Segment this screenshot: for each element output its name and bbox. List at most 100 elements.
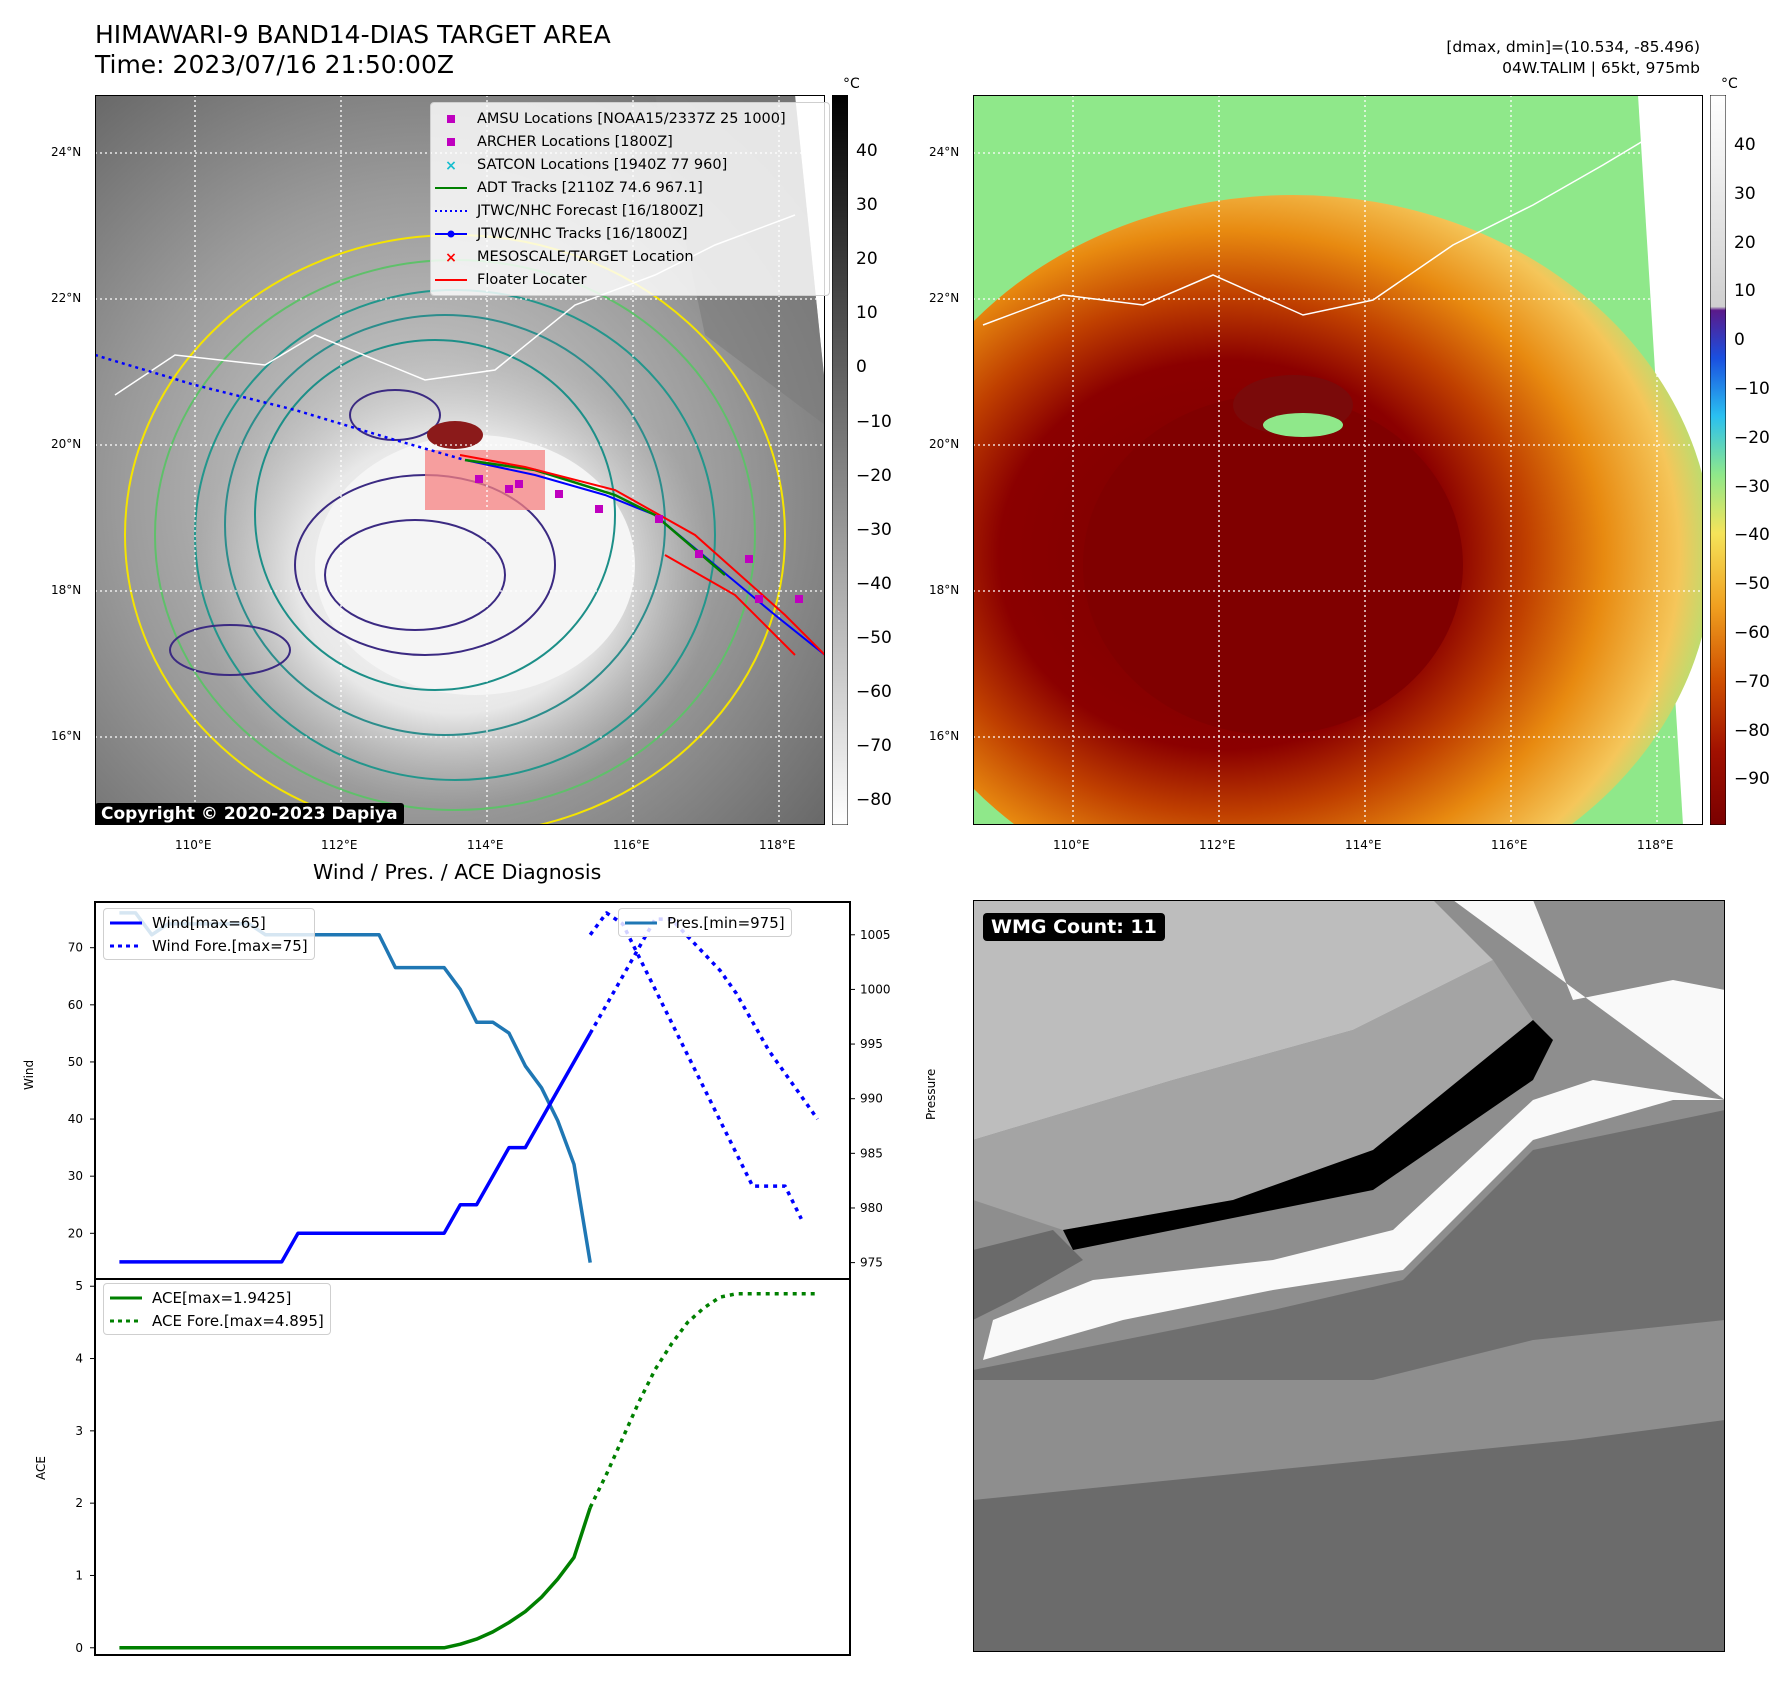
legend-symbol-icon: ×	[435, 248, 467, 266]
map-legend-label: AMSU Locations [NOAA15/2337Z 25 1000]	[477, 110, 786, 127]
pressure-tick-label: 980	[860, 1201, 883, 1215]
wind-tick-label: 30	[68, 1169, 83, 1183]
lat-tick-label: 20°N	[51, 437, 82, 451]
pressure-tick-label: 995	[860, 1037, 883, 1051]
lon-tick-label: 118°E	[1637, 838, 1674, 852]
lat-tick-label: 18°N	[929, 583, 960, 597]
enhanced-ir-map-panel	[973, 95, 1703, 825]
ace-legend: ACE[max=1.9425] ACE Fore.[max=4.895]	[103, 1283, 331, 1335]
colorbar-tick-label: 0	[856, 357, 867, 378]
wind-tick-label: 50	[68, 1055, 83, 1069]
pressure-tick-label: 1000	[860, 982, 891, 996]
colorbar-tick-label: −10	[856, 411, 892, 432]
legend-symbol-icon	[435, 202, 467, 220]
figure-time: Time: 2023/07/16 21:50:00Z	[95, 50, 454, 79]
svg-text:×: ×	[445, 250, 457, 266]
legend-symbol-icon	[435, 133, 467, 151]
pressure-series-line	[119, 911, 592, 1263]
colorbar-tick-label: 0	[1734, 330, 1745, 351]
colorbar-tick-label: −80	[1734, 720, 1770, 741]
lat-tick-label: 24°N	[51, 145, 82, 159]
map-legend-item: ADT Tracks [2110Z 74.6 967.1]	[435, 176, 825, 199]
colorbar-tick-label: −20	[1734, 427, 1770, 448]
colorbar-tick-label: 30	[1734, 183, 1756, 204]
pressure-tick-label: 990	[860, 1092, 883, 1106]
wmg-count-badge: WMG Count: 11	[983, 913, 1165, 941]
lat-tick-label: 22°N	[929, 291, 960, 305]
wmg-panel	[973, 900, 1725, 1652]
lon-tick-label: 118°E	[759, 838, 796, 852]
colorbar-tick-label: −60	[856, 682, 892, 702]
colorbar-tick-label: 10	[856, 303, 878, 324]
map-legend-item: Floater Locater	[435, 268, 825, 291]
right-colorbar	[1710, 95, 1726, 825]
map-legend: AMSU Locations [NOAA15/2337Z 25 1000] ARC…	[430, 102, 830, 296]
left-colorbar	[832, 95, 848, 825]
map-legend-label: ADT Tracks [2110Z 74.6 967.1]	[477, 179, 703, 196]
map-legend-item: AMSU Locations [NOAA15/2337Z 25 1000]	[435, 107, 825, 130]
pressure-tick-label: 985	[860, 1146, 883, 1160]
map-legend-label: JTWC/NHC Tracks [16/1800Z]	[477, 225, 688, 242]
wind-tick-label: 60	[68, 998, 83, 1012]
dmax-dmin-info: [dmax, dmin]=(10.534, -85.496)	[1446, 38, 1700, 56]
ace-frame	[94, 1278, 851, 1656]
lat-tick-label: 16°N	[51, 729, 82, 743]
colorbar-tick-label: 30	[856, 195, 878, 216]
colorbar-tick-label: −30	[1734, 476, 1770, 497]
pressure-tick-label: 975	[860, 1256, 883, 1270]
wind-forecast-series-line	[588, 917, 819, 1121]
map-legend-item: × MESOSCALE/TARGET Location	[435, 245, 825, 268]
ace-series-line	[119, 1506, 592, 1650]
colorbar-tick-label: −60	[1734, 623, 1770, 643]
figure-title: HIMAWARI-9 BAND14-DIAS TARGET AREA	[95, 20, 611, 49]
wind-tick-label: 20	[68, 1226, 83, 1240]
colorbar-tick-label: 40	[1734, 135, 1756, 155]
map-legend-label: ARCHER Locations [1800Z]	[477, 133, 673, 150]
diagnosis-title: Wind / Pres. / ACE Diagnosis	[313, 860, 602, 884]
lon-tick-label: 114°E	[467, 838, 504, 852]
colorbar-tick-label: −70	[856, 736, 892, 757]
legend-symbol-icon	[435, 271, 467, 289]
lon-tick-label: 110°E	[1053, 838, 1090, 852]
lon-tick-label: 116°E	[613, 838, 650, 852]
colorbar-tick-label: −70	[1734, 671, 1770, 692]
pressure-legend: Pres.[min=975]	[618, 908, 792, 937]
legend-symbol-icon: ×	[435, 156, 467, 174]
storm-info: 04W.TALIM | 65kt, 975mb	[1502, 59, 1700, 77]
map-legend-label: Floater Locater	[477, 271, 587, 288]
pressure-axis-label: Pressure	[924, 1068, 938, 1120]
colorbar-tick-label: 20	[856, 249, 878, 270]
colorbar-tick-label: 40	[856, 141, 878, 161]
legend-ace: ACE[max=1.9425]	[152, 1288, 292, 1307]
map-legend-item: ARCHER Locations [1800Z]	[435, 130, 825, 153]
ace-tick-label: 5	[75, 1279, 83, 1293]
lon-tick-label: 114°E	[1345, 838, 1382, 852]
ace-axis-label: ACE	[34, 1456, 48, 1480]
colorbar-tick-label: 20	[1734, 232, 1756, 253]
legend-symbol-icon	[435, 179, 467, 197]
lon-tick-label: 112°E	[321, 838, 358, 852]
legend-wind-forecast: Wind Fore.[max=75]	[152, 936, 308, 955]
legend-ace-forecast: ACE Fore.[max=4.895]	[152, 1311, 324, 1330]
ace-tick-label: 2	[75, 1496, 83, 1510]
lat-tick-label: 20°N	[929, 437, 960, 451]
wind-series-line	[119, 1032, 592, 1264]
colorbar-tick-label: −50	[856, 627, 892, 648]
map-legend-label: SATCON Locations [1940Z 77 960]	[477, 156, 728, 173]
legend-symbol-icon	[435, 225, 467, 243]
right-colorbar-unit: °C	[1721, 76, 1738, 92]
colorbar-tick-label: −90	[1734, 769, 1770, 790]
legend-wind: Wind[max=65]	[152, 913, 266, 932]
legend-symbol-icon	[435, 110, 467, 128]
map-legend-item: × SATCON Locations [1940Z 77 960]	[435, 153, 825, 176]
lat-tick-label: 24°N	[929, 145, 960, 159]
wind-tick-label: 40	[68, 1112, 83, 1126]
svg-text:×: ×	[445, 158, 457, 174]
map-legend-item: JTWC/NHC Tracks [16/1800Z]	[435, 222, 825, 245]
ace-tick-label: 1	[75, 1568, 83, 1582]
lat-tick-label: 16°N	[929, 729, 960, 743]
legend-pressure: Pres.[min=975]	[667, 913, 785, 932]
colorbar-tick-label: −80	[856, 790, 892, 811]
map-legend-item: JTWC/NHC Forecast [16/1800Z]	[435, 199, 825, 222]
